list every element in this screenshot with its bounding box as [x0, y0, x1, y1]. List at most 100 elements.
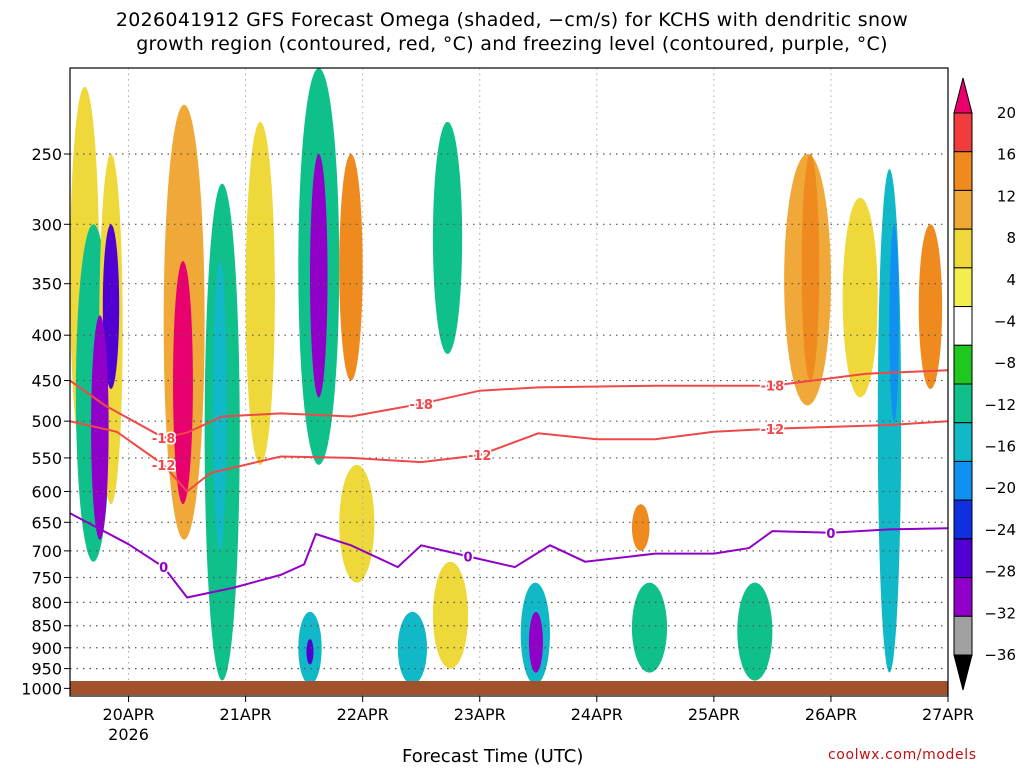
contour-label-zero-1: 0 — [464, 550, 473, 565]
chart-title: 2026041912 GFS Forecast Omega (shaded, −… — [0, 8, 1024, 56]
colorbar-seg-2 — [953, 151, 973, 191]
omega-cell-17 — [397, 611, 428, 685]
colorbar-top-arrow — [953, 77, 973, 114]
colorbar-seg-3 — [953, 189, 973, 230]
y-tick-label-800: 800 — [31, 593, 62, 612]
contour-label-minus18-0: -18 — [152, 432, 176, 447]
x-tick-label-23APR: 23APR — [454, 705, 506, 724]
colorbar-label-12: −32 — [984, 604, 1016, 622]
y-tick-label-300: 300 — [31, 215, 62, 234]
colorbar-label-1: 16 — [997, 146, 1016, 164]
x-year-label: 2026 — [108, 725, 149, 744]
colorbar-label-3: 8 — [1006, 229, 1016, 247]
omega-cell-16 — [432, 121, 463, 354]
plot-frame — [69, 67, 949, 697]
temperature-contours: -18 -18 -18 -12 -12 -12 0 0 0 — [70, 369, 948, 599]
y-tick-label-500: 500 — [31, 412, 62, 431]
colorbar-seg-6 — [953, 306, 973, 346]
colorbar-label-7: −12 — [984, 396, 1016, 414]
y-tick-label-1000: 1000 — [21, 679, 62, 698]
x-axis-label: Forecast Time (UTC) — [402, 746, 584, 767]
omega-cell-25 — [801, 154, 820, 381]
colorbar-seg-7 — [953, 344, 973, 385]
omega-cell-8 — [212, 261, 227, 551]
contour-zero — [70, 512, 948, 599]
colorbar-label-5: −4 — [994, 312, 1016, 330]
omega-cell-23 — [737, 582, 773, 681]
ground-surface — [70, 681, 948, 695]
omega-cell-21 — [631, 582, 668, 673]
omega-cell-18 — [432, 561, 469, 669]
title-line-1: 2026041912 GFS Forecast Omega (shaded, −… — [115, 9, 909, 31]
colorbar-label-8: −16 — [984, 438, 1016, 456]
colorbar-seg-1 — [953, 112, 973, 153]
omega-cell-13 — [339, 464, 375, 583]
colorbar-seg-14 — [953, 615, 973, 656]
y-tick-label-650: 650 — [31, 513, 62, 532]
colorbar-label-9: −20 — [984, 479, 1016, 497]
contour-minus18 — [70, 369, 948, 439]
colorbar: 20 16 12 8 4 −4 −8 −12 −16 −20 −24 −28 −32 −36 — [953, 77, 1016, 691]
y-tick-label-950: 950 — [31, 660, 62, 679]
colorbar-seg-8 — [953, 383, 973, 424]
x-tick-label-24APR: 24APR — [571, 705, 623, 724]
omega-cell-26 — [842, 197, 878, 398]
colorbar-label-4: 4 — [1006, 271, 1016, 289]
contour-label-minus18-2: -18 — [761, 380, 785, 395]
contour-minus12 — [70, 420, 948, 493]
contour-label-minus12-2: -12 — [761, 423, 785, 438]
omega-cell-29 — [918, 224, 943, 390]
colorbar-label-2: 12 — [997, 187, 1016, 205]
colorbar-seg-4 — [953, 228, 973, 269]
contour-label-zero-0: 0 — [159, 561, 168, 576]
omega-cell-3 — [102, 224, 120, 390]
omega-cell-9 — [245, 121, 275, 465]
y-tick-label-350: 350 — [31, 275, 62, 294]
omega-cell-22 — [631, 504, 650, 551]
colorbar-label-6: −8 — [994, 354, 1016, 372]
grid-lines — [70, 68, 949, 696]
omega-cell-6 — [173, 261, 193, 505]
y-tick-label-400: 400 — [31, 326, 62, 345]
colorbar-label-10: −24 — [984, 521, 1016, 539]
contour-label-minus18-1: -18 — [409, 398, 433, 413]
omega-cell-28 — [889, 224, 899, 422]
source-credit: coolwx.com/models — [828, 747, 977, 763]
colorbar-seg-5 — [953, 267, 973, 308]
colorbar-seg-11 — [953, 499, 973, 540]
x-tick-label-21APR: 21APR — [220, 705, 272, 724]
time-axis: 20APR 21APR 22APR 23APR 24APR 25APR 26APR 27APR… — [102, 696, 974, 744]
y-tick-label-600: 600 — [31, 482, 62, 501]
y-tick-label-550: 550 — [31, 449, 62, 468]
y-tick-label-450: 450 — [31, 372, 62, 391]
pressure-axis: 250 300 350 400 450 500 550 600 650 700 750 800 850 9… — [21, 145, 70, 698]
contour-label-minus12-1: -12 — [468, 449, 492, 464]
title-line-2: growth region (contoured, red, °C) and f… — [136, 33, 888, 55]
colorbar-label-11: −28 — [984, 563, 1016, 581]
omega-cell-11 — [309, 154, 328, 398]
y-tick-label-850: 850 — [31, 617, 62, 636]
x-tick-label-22APR: 22APR — [337, 705, 389, 724]
colorbar-label-13: −36 — [984, 646, 1016, 664]
omega-shading — [70, 68, 943, 685]
contour-label-zero-2: 0 — [826, 527, 835, 542]
colorbar-seg-13 — [953, 577, 973, 617]
contour-label-minus12-0: -12 — [152, 459, 176, 474]
omega-cell-12 — [339, 154, 363, 381]
x-tick-label-25APR: 25APR — [688, 705, 740, 724]
x-tick-label-27APR: 27APR — [922, 705, 974, 724]
y-tick-label-750: 750 — [31, 568, 62, 587]
omega-cell-15 — [306, 639, 314, 665]
colorbar-seg-12 — [953, 538, 973, 579]
y-tick-label-250: 250 — [31, 145, 62, 164]
y-tick-label-900: 900 — [31, 639, 62, 658]
x-tick-label-26APR: 26APR — [805, 705, 857, 724]
colorbar-label-0: 20 — [997, 104, 1016, 122]
colorbar-bottom-arrow — [953, 654, 973, 691]
colorbar-seg-9 — [953, 422, 973, 462]
omega-cell-20 — [528, 611, 543, 673]
x-tick-label-20APR: 20APR — [102, 705, 154, 724]
colorbar-seg-10 — [953, 460, 973, 501]
y-tick-label-700: 700 — [31, 542, 62, 561]
